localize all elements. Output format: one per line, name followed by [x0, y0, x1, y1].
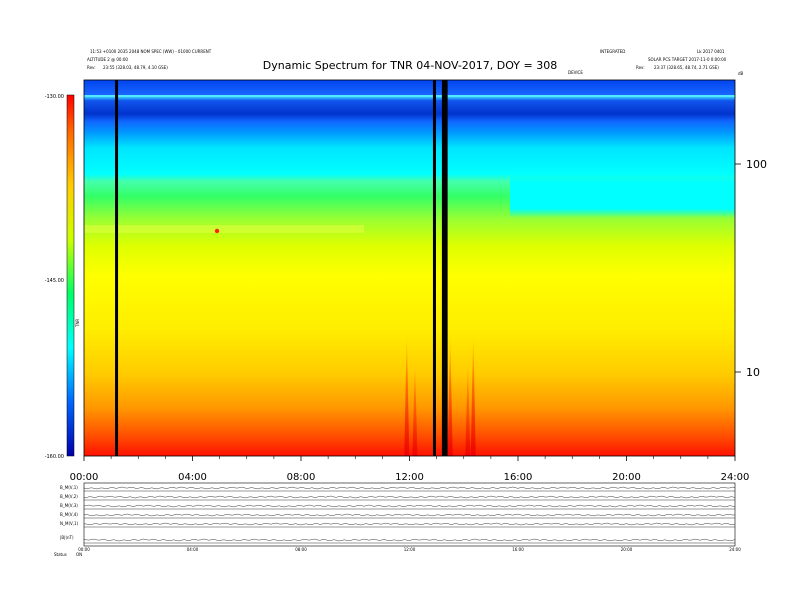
chart-title: Dynamic Spectrum for TNR 04-NOV-2017, DO… [263, 59, 557, 72]
panel-x-tick-label: 24:00 [729, 547, 741, 552]
panel-x-tick-label: 04:00 [187, 547, 199, 552]
header-right-rev-label: Rev: [636, 65, 645, 70]
right-axis-label-100: 100 [746, 158, 767, 171]
colorbar-tick-bottom: -160.00 [45, 454, 64, 460]
colorbar [66, 94, 75, 457]
data-gap-bar [444, 80, 448, 456]
x-tick-label: 04:00 [178, 472, 207, 483]
panel-x-tick-label: 12:00 [404, 547, 416, 552]
panel-trace [83, 495, 736, 499]
burst-feature [465, 360, 471, 456]
footer-label-on: ON [76, 552, 82, 557]
x-tick-label: 24:00 [721, 472, 750, 483]
footer-label-status: Status [54, 552, 67, 557]
panel-label-3: B_M(V,3) [60, 503, 78, 508]
panel-x-tick-label: 08:00 [295, 547, 307, 552]
lower-panels-frame [83, 482, 736, 547]
panel-x-tick-label: 00:00 [78, 547, 90, 552]
red-spot [214, 228, 220, 234]
panel-trace [83, 513, 736, 517]
late-cyan-region [510, 170, 735, 218]
spectrogram [83, 79, 736, 457]
header-right-corner: dB [738, 71, 744, 76]
colorbar-tick-top: -130.00 [45, 94, 64, 100]
data-gap-bar [432, 80, 436, 456]
burst-feature [404, 330, 410, 456]
burst-group [404, 330, 476, 456]
green-band-noise [84, 225, 364, 233]
data-gap-group [115, 80, 448, 456]
colorbar-tick-mid: -145.00 [45, 278, 64, 284]
header-left-line2: ALTITUDE 2 @ 00:00 [87, 57, 128, 62]
header-right-rev-value: 23:37 (328.65, 48.74, 2.71 GSE) [654, 65, 719, 70]
header-right-line2: SOLAR PCS TARGET 2017-11-0 0:00:00 [648, 57, 727, 62]
burst-feature [447, 330, 453, 456]
header-right-line1-a: INTEGRATED [600, 49, 625, 54]
lower-panels: B_M(V,1) B_M(V,2) B_M(V,3) B_M(V,4) N_M(… [54, 482, 741, 557]
top-axis-label: DEVICE [568, 70, 583, 75]
data-gap-bar [115, 80, 119, 456]
colorbar-label: TNR [75, 319, 80, 328]
burst-feature [470, 330, 476, 456]
panel-label-2: B_M(V,2) [60, 494, 78, 499]
x-tick-label: 16:00 [504, 472, 533, 483]
panel-label-1: B_M(V,1) [60, 485, 78, 490]
data-gap-bar [441, 80, 445, 456]
spectrogram-background [84, 80, 735, 456]
panel-label-5: N_M(V,1) [60, 521, 79, 526]
panel-trace [83, 504, 736, 508]
panel-label-6: |B|(nT) [60, 535, 74, 540]
panel-label-4: B_M(V,4) [60, 512, 78, 517]
right-axis-label-10: 10 [746, 366, 760, 379]
panel-trace [83, 522, 736, 526]
header-left-rev-label: Rev: [87, 65, 96, 70]
header-left-rev-value: 23:55 (328.03, 48.79, 4.10 GSE) [103, 65, 168, 70]
x-tick-label: 20:00 [612, 472, 641, 483]
right-axis: 100 10 [735, 158, 767, 379]
x-tick-label: 12:00 [395, 472, 424, 483]
x-tick-label: 00:00 [70, 472, 99, 483]
panel-trace [83, 538, 736, 542]
panel-x-tick-label: 20:00 [621, 547, 633, 552]
x-tick-label: 08:00 [287, 472, 316, 483]
burst-feature [412, 360, 418, 456]
header-right-line1-b: Lk 2017 0401 [697, 49, 725, 54]
panel-trace [83, 486, 736, 490]
panel-x-tick-label: 16:00 [512, 547, 524, 552]
x-axis: 00:00 04:00 08:00 12:00 16:00 20:00 24:00 [70, 456, 750, 483]
header-left-line1: 11:53 +0100 2035 2048 NOM SPEC (WW) - 01… [90, 49, 212, 54]
